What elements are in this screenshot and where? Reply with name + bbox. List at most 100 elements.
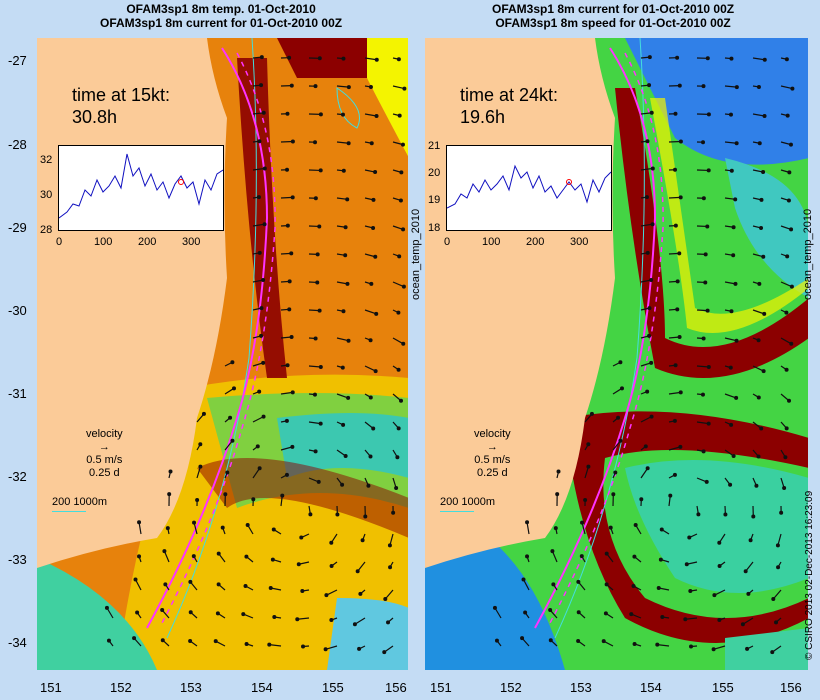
- velocity-arrow-head: [318, 421, 323, 426]
- velocity-arrow-head: [728, 482, 733, 487]
- velocity-arrow-head: [259, 55, 264, 60]
- velocity-arrow-head: [313, 84, 318, 89]
- depth-label: 200 1000m: [440, 496, 496, 508]
- velocity-arrow-head: [644, 195, 649, 200]
- velocity-arrow-head: [731, 253, 736, 258]
- velocity-arrow-head: [383, 597, 388, 602]
- velocity-arrow-head: [402, 86, 407, 91]
- velocity-arrow-head: [729, 56, 734, 61]
- lon-tick: 152: [500, 680, 522, 695]
- left-inset-plot: [58, 145, 224, 231]
- velocity-arrow-head: [673, 111, 678, 116]
- right-time-label: time at 24kt:: [460, 85, 559, 105]
- velocity-arrow-head: [230, 438, 235, 443]
- velocity-arrow-head: [789, 341, 794, 346]
- velocity-arrow-head: [701, 196, 706, 201]
- velocity-arrow-head: [761, 369, 766, 374]
- velocity-arrow-head: [106, 638, 111, 643]
- velocity-arrow-head: [782, 485, 787, 490]
- velocity-arrow-head: [318, 112, 323, 117]
- right-colorbar-label: ocean_temp_2010: [802, 208, 814, 300]
- velocity-arrow-head: [647, 83, 652, 88]
- velocity-arrow-head: [576, 610, 581, 615]
- left-inset-ytick: 30: [40, 189, 53, 201]
- velocity-arrow-head: [770, 650, 775, 655]
- velocity-arrow-head: [601, 639, 606, 644]
- velocity-arrow-head: [656, 585, 661, 590]
- velocity-arrow-head: [167, 492, 172, 497]
- velocity-arrow-head: [289, 83, 294, 88]
- right-inset-series: [446, 164, 612, 209]
- velocity-arrow-head: [241, 612, 246, 617]
- velocity-arrow-head: [295, 617, 300, 622]
- velocity-arrow-head: [135, 610, 140, 615]
- velocity-arrow-head: [399, 398, 404, 403]
- velocity-arrow-head: [401, 341, 406, 346]
- lat-tick: -31: [8, 386, 27, 401]
- velocity-arrow-head: [550, 549, 555, 554]
- velocity-arrow-head: [195, 497, 200, 502]
- velocity-arrow-head: [555, 492, 560, 497]
- velocity-arrow-head: [287, 279, 292, 284]
- lon-tick: 155: [322, 680, 344, 695]
- velocity-arrow-head: [345, 197, 350, 202]
- right-panel-title: OFAM3sp1 8m current for 01-Oct-2010 00Z …: [492, 2, 734, 30]
- velocity-arrow-head: [244, 554, 249, 559]
- velocity-arrow-head: [317, 56, 322, 61]
- velocity-arrow-head: [784, 310, 789, 315]
- velocity-arrow-head: [701, 336, 706, 341]
- velocity-arrow-head: [703, 280, 708, 285]
- right-velocity-legend: velocity → 0.5 m/s 0.25 d: [474, 428, 511, 480]
- velocity-arrow-head: [647, 306, 652, 311]
- velocity-arrow-head: [400, 142, 405, 147]
- velocity-arrow-head: [613, 470, 618, 475]
- velocity-arrow-head: [198, 442, 203, 447]
- velocity-arrow-head: [771, 597, 776, 602]
- speed-label: 0.5 m/s: [86, 454, 123, 466]
- velocity-arrow-head: [329, 618, 334, 623]
- velocity-arrow-head: [660, 615, 665, 620]
- velocity-arrow-head: [649, 414, 654, 419]
- right-inset-xtick: 100: [482, 236, 501, 248]
- velocity-arrow-head: [192, 520, 197, 525]
- velocity-arrow-head: [762, 113, 767, 118]
- velocity-arrow-head: [290, 390, 295, 395]
- left-inset-ytick: 32: [40, 154, 53, 166]
- lon-tick: 152: [110, 680, 132, 695]
- velocity-arrow-head: [762, 311, 767, 316]
- velocity-arrow-head: [257, 466, 262, 471]
- velocity-arrow-head: [341, 168, 346, 173]
- velocity-arrow-head: [787, 398, 792, 403]
- velocity-arrow-head: [401, 227, 406, 232]
- velocity-arrow-head: [677, 251, 682, 256]
- velocity-arrow-head: [729, 168, 734, 173]
- velocity-arrow-head: [340, 365, 345, 370]
- velocity-arrow-head: [645, 466, 650, 471]
- left-velocity-legend: velocity → 0.5 m/s 0.25 d: [86, 428, 123, 480]
- velocity-arrow-head: [759, 225, 764, 230]
- velocity-arrow-head: [677, 83, 682, 88]
- velocity-arrow-head: [386, 620, 391, 625]
- velocity-arrow-head: [746, 591, 751, 596]
- velocity-arrow-head: [618, 360, 623, 365]
- velocity-arrow-head: [162, 549, 167, 554]
- velocity-arrow-head: [290, 444, 295, 449]
- lon-tick: 156: [780, 680, 802, 695]
- velocity-arrow-head: [329, 564, 334, 569]
- velocity-arrow-head: [261, 414, 266, 419]
- velocity-arrow-head: [729, 422, 734, 427]
- velocity-arrow-head: [268, 585, 273, 590]
- right-title-line1: OFAM3sp1 8m current for 01-Oct-2010 00Z: [492, 2, 735, 16]
- velocity-arrow-head: [586, 464, 591, 469]
- velocity-arrow-head: [394, 485, 399, 490]
- velocity-arrow-head: [257, 250, 262, 255]
- isobath-line-icon: [52, 511, 86, 512]
- velocity-arrow-head: [494, 638, 499, 643]
- velocity-arrow-head: [368, 338, 373, 343]
- lat-tick: -34: [8, 635, 27, 650]
- velocity-arrow-head: [608, 525, 613, 530]
- left-velocity-arrows: [104, 55, 407, 655]
- velocity-arrow-head: [762, 57, 767, 62]
- isobath-line-icon: [440, 511, 474, 512]
- lon-tick: 151: [430, 680, 452, 695]
